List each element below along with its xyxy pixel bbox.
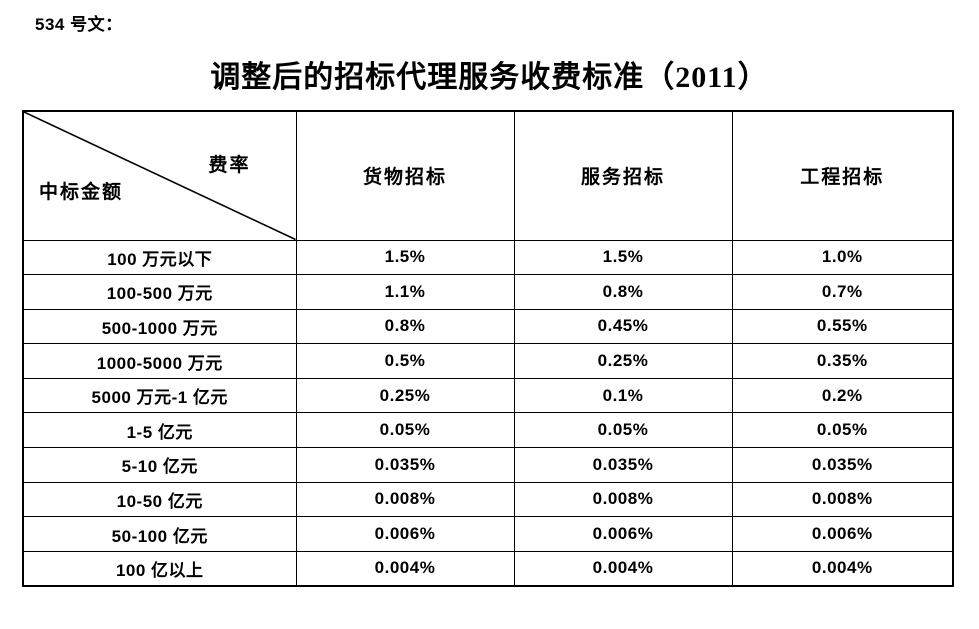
table-row: 5000 万元-1 亿元 0.25% 0.1% 0.2% [22, 377, 954, 414]
fee-rate-table: 费率 中标金额 货物招标 服务招标 工程招标 100 万元以下 1.5% 1.5… [22, 110, 954, 587]
column-header-service-bidding: 服务招标 [513, 110, 733, 241]
column-header-engineering-bidding: 工程招标 [731, 110, 954, 241]
fee-value: 1.1% [295, 274, 515, 310]
row-label: 100 万元以下 [22, 239, 297, 276]
fee-value: 0.035% [731, 447, 954, 483]
row-label: 5000 万元-1 亿元 [22, 377, 297, 414]
fee-value: 0.008% [513, 481, 733, 518]
row-label: 100 亿以上 [22, 550, 297, 587]
doc-number: 534 号文： [35, 15, 123, 34]
fee-value: 0.25% [513, 343, 733, 379]
fee-value: 0.55% [731, 308, 954, 345]
fee-value: 0.006% [731, 516, 954, 552]
row-label: 10-50 亿元 [22, 481, 297, 518]
table-row: 5-10 亿元 0.035% 0.035% 0.035% [22, 447, 954, 483]
column-header-goods-bidding: 货物招标 [295, 110, 515, 241]
fee-value: 0.035% [513, 447, 733, 483]
table-row: 10-50 亿元 0.008% 0.008% 0.008% [22, 481, 954, 518]
table-row: 50-100 亿元 0.006% 0.006% 0.006% [22, 516, 954, 552]
table-row: 500-1000 万元 0.8% 0.45% 0.55% [22, 308, 954, 345]
fee-value: 0.05% [513, 412, 733, 449]
fee-value: 0.1% [513, 377, 733, 414]
fee-value: 0.006% [295, 516, 515, 552]
fee-value: 0.008% [295, 481, 515, 518]
fee-value: 1.5% [295, 239, 515, 276]
table-row: 100-500 万元 1.1% 0.8% 0.7% [22, 274, 954, 310]
fee-value: 0.35% [731, 343, 954, 379]
fee-value: 1.5% [513, 239, 733, 276]
row-label: 500-1000 万元 [22, 308, 297, 345]
fee-value: 0.006% [513, 516, 733, 552]
corner-label-fee-rate: 费率 [208, 155, 251, 176]
row-label: 1-5 亿元 [22, 412, 297, 449]
page-title: 调整后的招标代理服务收费标准（2011） [210, 61, 769, 94]
fee-value: 0.8% [295, 308, 515, 345]
row-label: 1000-5000 万元 [22, 343, 297, 379]
fee-value: 0.2% [731, 377, 954, 414]
table-row: 1-5 亿元 0.05% 0.05% 0.05% [22, 412, 954, 449]
fee-value: 0.004% [731, 550, 954, 587]
row-label: 50-100 亿元 [22, 516, 297, 552]
fee-value: 0.004% [295, 550, 515, 587]
fee-value: 0.004% [513, 550, 733, 587]
fee-value: 0.25% [295, 377, 515, 414]
row-label: 100-500 万元 [22, 274, 297, 310]
fee-value: 1.0% [731, 239, 954, 276]
fee-value: 0.05% [731, 412, 954, 449]
corner-header-cell: 费率 中标金额 [22, 110, 297, 241]
fee-value: 0.45% [513, 308, 733, 345]
fee-value: 0.7% [731, 274, 954, 310]
table-row: 100 亿以上 0.004% 0.004% 0.004% [22, 550, 954, 587]
fee-value: 0.05% [295, 412, 515, 449]
corner-label-bid-amount: 中标金额 [39, 181, 124, 203]
fee-value: 0.008% [731, 481, 954, 518]
table-row: 1000-5000 万元 0.5% 0.25% 0.35% [22, 343, 954, 379]
diagonal-divider-line [24, 112, 296, 240]
table-row: 100 万元以下 1.5% 1.5% 1.0% [22, 239, 954, 276]
row-label: 5-10 亿元 [22, 447, 297, 483]
fee-value: 0.035% [295, 447, 515, 483]
header-row: 费率 中标金额 货物招标 服务招标 工程招标 [22, 110, 954, 241]
fee-value: 0.5% [295, 343, 515, 379]
fee-value: 0.8% [513, 274, 733, 310]
